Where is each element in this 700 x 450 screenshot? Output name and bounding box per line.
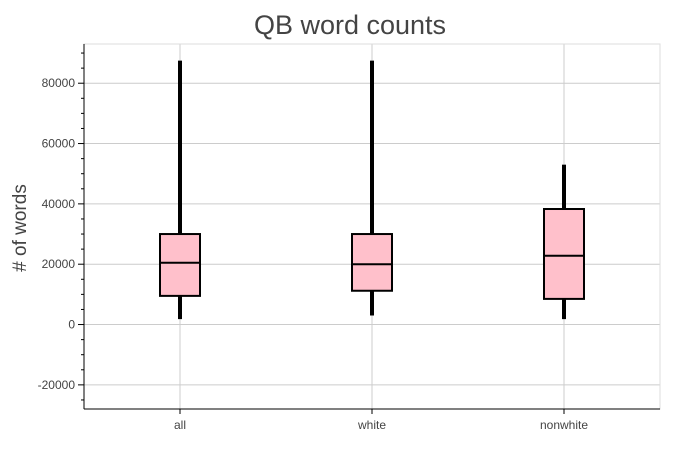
y-tick-label: 80000 bbox=[42, 76, 76, 90]
y-tick-label: -20000 bbox=[38, 378, 76, 392]
x-tick-label: all bbox=[174, 418, 186, 432]
y-axis-label: # of words bbox=[10, 184, 31, 272]
y-tick-label: 20000 bbox=[42, 257, 76, 271]
x-tick-label: nonwhite bbox=[540, 418, 588, 432]
y-tick-label: 60000 bbox=[42, 137, 76, 151]
box-white bbox=[351, 233, 393, 292]
box-nonwhite bbox=[543, 208, 585, 300]
box-all bbox=[159, 233, 201, 297]
plot-area: -20000 0 20000 40000 60000 80000 all white nonwh… bbox=[38, 43, 661, 432]
x-tick-label: white bbox=[357, 418, 386, 432]
y-tick-label: 0 bbox=[68, 318, 75, 332]
y-tick-label: 40000 bbox=[42, 197, 76, 211]
chart-title: QB word counts bbox=[254, 10, 446, 40]
